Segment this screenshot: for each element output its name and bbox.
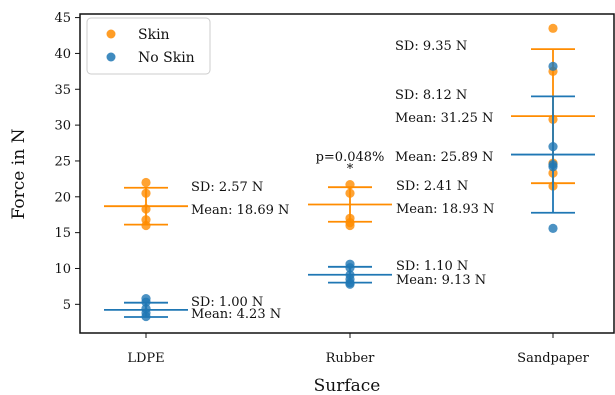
data-point-no-skin-ldpe: [141, 311, 151, 322]
sd-label-no-skin-ldpe: SD: 1.00 N: [191, 295, 263, 310]
data-point-no-skin-rubber: [345, 263, 355, 273]
p-value-annotation: p=0.048%: [316, 150, 385, 165]
y-axis-title: Force in N: [9, 128, 29, 219]
y-tick-label: 35: [54, 83, 71, 98]
legend: Skin No Skin: [86, 17, 211, 75]
data-point-no-skin-ldpe: [141, 297, 151, 307]
mean-label-no-skin-ldpe: Mean: 4.23 N: [191, 307, 281, 322]
mean-label-skin-rubber: Mean: 18.93 N: [396, 202, 494, 217]
data-point-skin-ldpe: [141, 188, 151, 198]
data-point-skin-ldpe: [141, 177, 151, 188]
sd-label-skin-rubber: SD: 2.41 N: [396, 179, 468, 194]
mean-label-no-skin-rubber: Mean: 9.13 N: [396, 273, 486, 288]
legend-swatch-no-skin: [106, 52, 116, 62]
y-tick-label: 45: [54, 11, 71, 26]
x-tick-label-sandpaper: Sandpaper: [517, 351, 589, 366]
data-point-skin-ldpe: [141, 220, 151, 231]
data-point-skin-rubber: [345, 188, 355, 198]
x-tick-label-rubber: Rubber: [326, 351, 375, 366]
mean-label-no-skin-sandpaper: Mean: 25.89 N: [395, 150, 493, 165]
legend-swatch-skin: [106, 29, 116, 39]
mean-label-skin-sandpaper: Mean: 31.25 N: [395, 111, 493, 126]
data-point-skin-ldpe: [141, 204, 151, 214]
data-point-no-skin-sandpaper: [548, 223, 558, 233]
legend-label-no-skin: No Skin: [138, 50, 195, 66]
y-tick-label: 25: [54, 154, 71, 169]
significance-star: *: [347, 162, 354, 177]
x-axis: LDPE Rubber Sandpaper: [127, 333, 590, 366]
sd-label-no-skin-rubber: SD: 1.10 N: [396, 259, 468, 274]
mean-label-skin-ldpe: Mean: 18.69 N: [191, 203, 289, 218]
y-tick-label: 10: [54, 262, 71, 277]
data-point-no-skin-sandpaper: [548, 61, 558, 71]
data-point-no-skin-sandpaper: [548, 142, 558, 152]
data-point-skin-rubber: [345, 180, 355, 190]
y-tick-label: 40: [54, 47, 71, 62]
sd-label-skin-ldpe: SD: 2.57 N: [191, 180, 263, 195]
marks-layer: [104, 23, 595, 322]
plot-frame: [79, 13, 615, 334]
sd-label-skin-sandpaper: SD: 9.35 N: [395, 39, 467, 54]
y-tick-label: 20: [54, 190, 71, 205]
legend-label-skin: Skin: [138, 27, 170, 43]
legend-box: [86, 17, 211, 75]
y-tick-label: 5: [63, 298, 71, 313]
data-point-skin-rubber: [345, 220, 355, 231]
annotations-layer: Mean: 18.69 N SD: 2.57 N Mean: 18.93 N SD: …: [191, 39, 494, 322]
y-axis: 5 10 15 20 25 30 35 40 45: [54, 11, 80, 313]
x-axis-title: Surface: [314, 376, 381, 395]
y-tick-label: 30: [54, 119, 71, 134]
data-point-skin-sandpaper: [548, 23, 558, 33]
x-tick-label-ldpe: LDPE: [127, 351, 164, 366]
data-point-no-skin-rubber: [345, 279, 355, 289]
data-point-no-skin-sandpaper: [548, 162, 558, 172]
sd-label-no-skin-sandpaper: SD: 8.12 N: [395, 88, 467, 103]
y-tick-label: 15: [54, 226, 71, 241]
